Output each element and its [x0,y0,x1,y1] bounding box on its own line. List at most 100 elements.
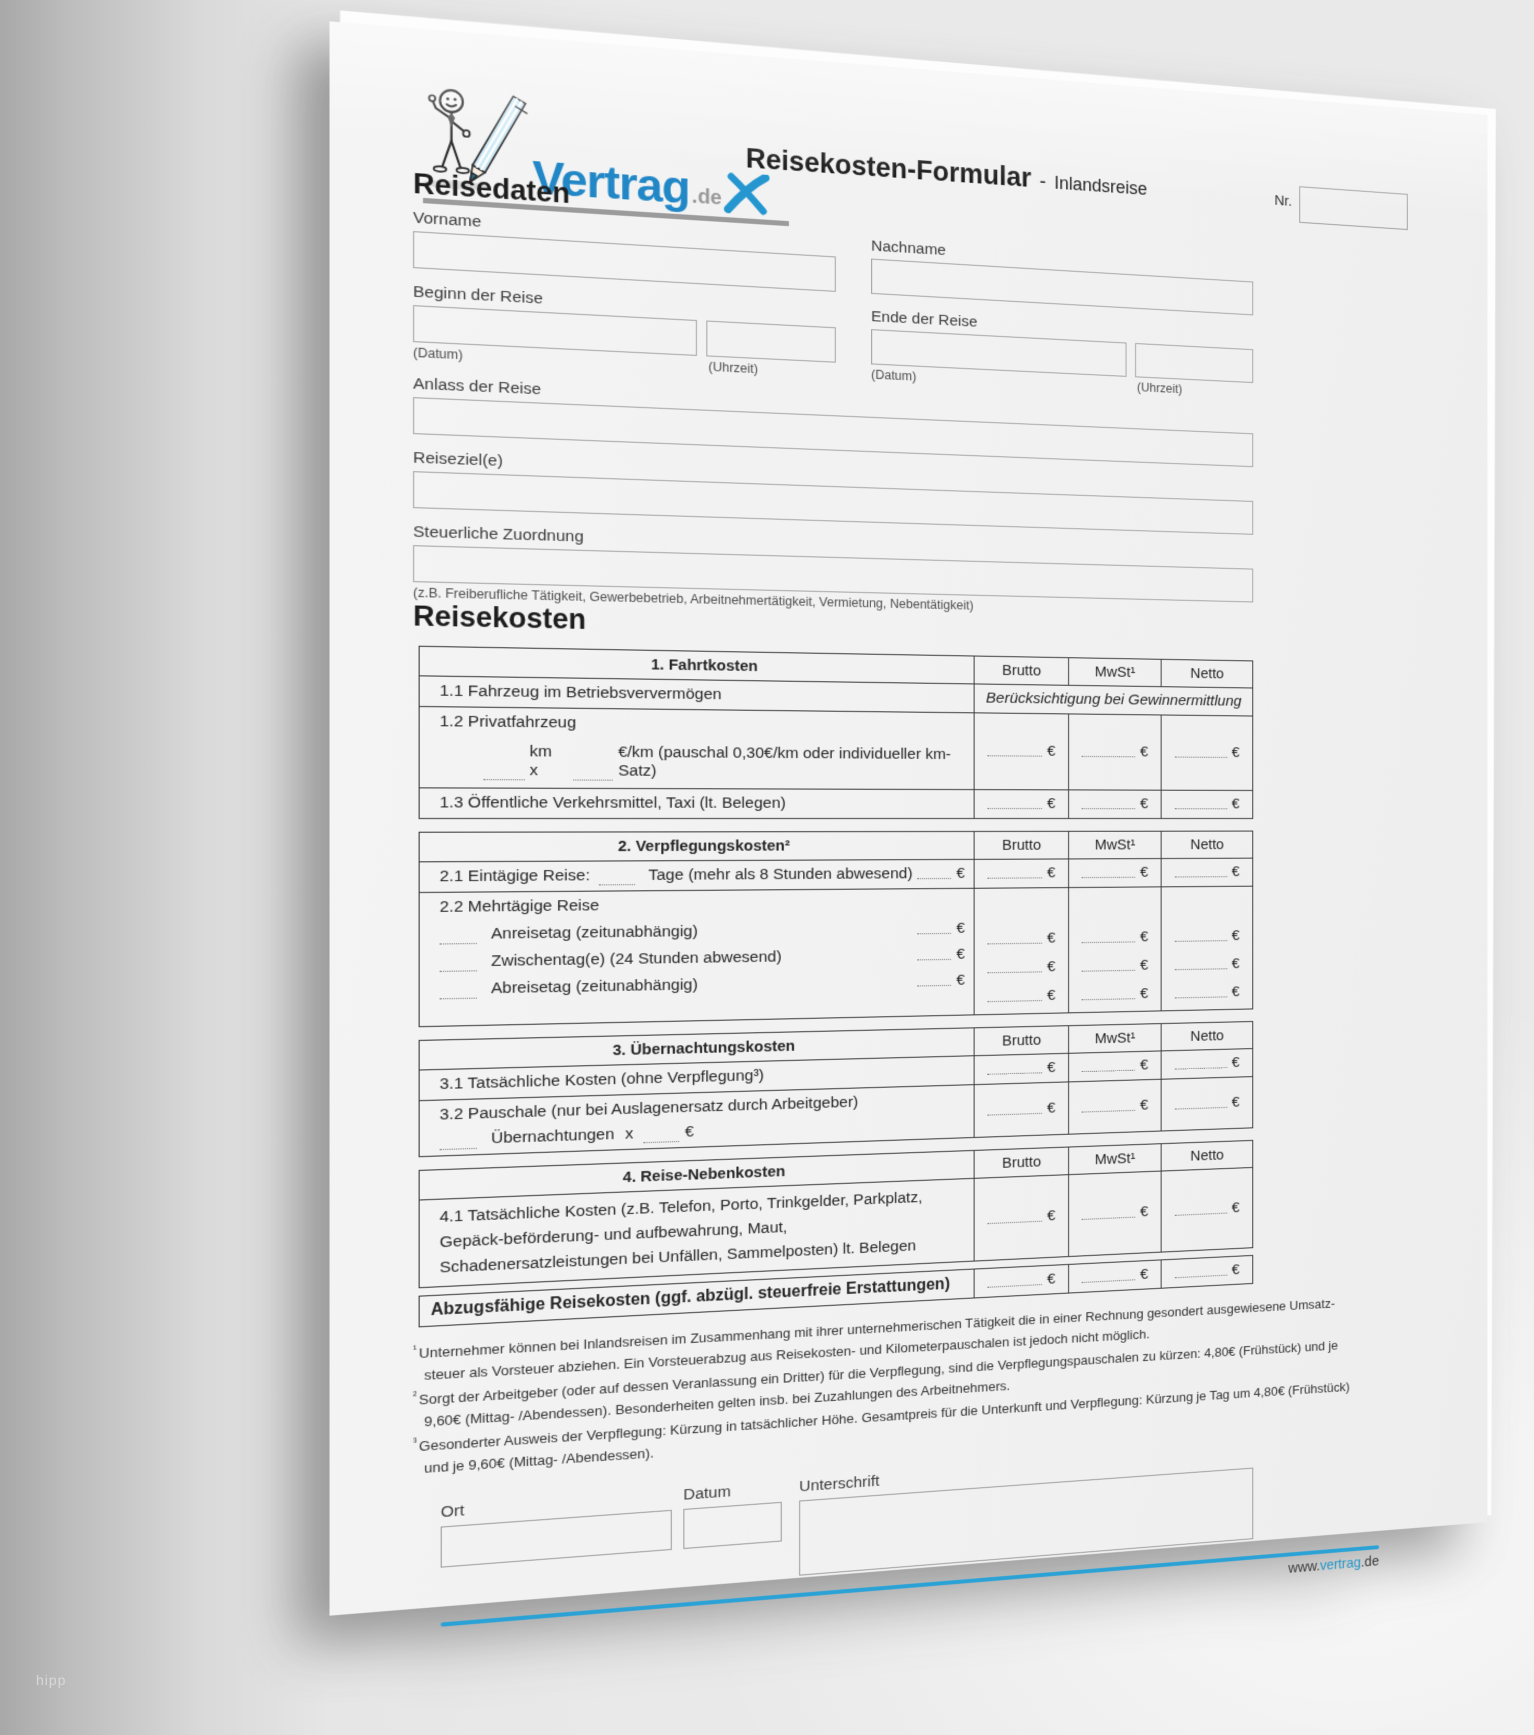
rate-input[interactable] [918,972,952,987]
total-mwst-cell: € [1069,1260,1162,1293]
euro-label: € [1047,1059,1055,1076]
km-input[interactable] [483,765,524,780]
nights-input[interactable] [440,1134,477,1150]
amount-input[interactable] [1082,985,1136,1000]
amount-input[interactable] [988,1271,1043,1288]
amount-input[interactable] [988,987,1043,1002]
fahrtkosten-table: 1. Fahrtkosten Brutto MwSt¹ Netto 1.1 Fa… [419,646,1254,819]
amount-input[interactable] [1082,1057,1136,1072]
t2-row-2-1-label: 2.1 Eintägige Reise: Tage (mehr als 8 St… [419,859,974,892]
t4-col-brutto: Brutto [974,1147,1068,1178]
days-input[interactable] [440,984,477,999]
amount-input[interactable] [988,930,1043,945]
form-title-dash: - [1040,171,1046,193]
t2-col-mwst: MwSt¹ [1069,831,1162,859]
datum-input[interactable] [683,1502,781,1549]
amount-input[interactable] [1175,1094,1227,1109]
rate-input[interactable] [918,920,952,934]
amount-input[interactable] [1175,984,1227,999]
amount-input[interactable] [1175,1055,1227,1070]
t1-r12-brutto-cell: € [974,713,1068,790]
amount-input[interactable] [1175,956,1227,970]
days-input[interactable] [440,957,477,972]
t3-r31-brutto-cell: € [974,1053,1068,1084]
t2-r21-mwst-cell: € [1069,859,1162,888]
verpflegungskosten-table: 2. Verpflegungskosten² Brutto MwSt¹ Nett… [419,831,1254,1028]
t3-r31-netto-cell: € [1161,1049,1253,1080]
euro-label: € [1140,795,1148,812]
total-brutto-cell: € [974,1264,1068,1298]
t1-r13-mwst-cell: € [1069,790,1162,819]
t3-r32-brutto-cell: € [974,1082,1068,1138]
t2-r21-netto-cell: € [1161,858,1253,887]
amount-input[interactable] [988,959,1043,974]
euro-label: € [1232,1054,1240,1071]
t1-r13-netto-cell: € [1161,790,1253,818]
t2-col-netto: Netto [1161,831,1253,858]
t2-col-brutto: Brutto [974,831,1068,859]
form-title-subtitle: Inlandsreise [1054,173,1147,199]
uebernachtungskosten-table: 3. Übernachtungskosten Brutto MwSt¹ Nett… [419,1021,1254,1157]
euro-label: € [1140,1097,1148,1114]
t2-r22-mwst-cell: € € € [1069,887,1162,1013]
rate-input[interactable] [918,946,952,961]
km-rate-input[interactable] [573,766,613,781]
t4-r41-mwst-cell: € [1069,1171,1162,1257]
amount-input[interactable] [988,865,1043,879]
t1-col-netto: Netto [1161,659,1253,688]
t2-title: 2. Verpflegungskosten² [419,831,974,861]
amount-input[interactable] [1082,743,1136,757]
euro-label: € [1232,1261,1240,1278]
euro-label: € [1232,744,1240,761]
amount-input[interactable] [1082,929,1136,943]
amount-input[interactable] [1082,864,1136,878]
euro-label: € [1140,1203,1148,1220]
amount-input[interactable] [1175,1200,1227,1216]
beginn-uhrzeit-input[interactable] [706,320,835,362]
form-page: Vertrag .de Reisekosten-Formular - Inlan… [329,21,1487,1615]
t3-col-netto: Netto [1161,1022,1253,1051]
amount-input[interactable] [1082,1267,1136,1283]
footnotes: ¹ Unternehmer können bei Inlandsreisen im… [413,1297,1253,1481]
rate-input[interactable] [918,865,952,879]
euro-label: € [1047,1100,1055,1117]
euro-label: € [1232,1199,1240,1216]
euro-label: € [1232,1094,1240,1111]
beginn-uhrzeit-hint: (Uhrzeit) [708,360,835,380]
nr-field: Nr. [1274,184,1408,230]
tage-input[interactable] [599,871,635,886]
amount-input[interactable] [988,742,1043,756]
euro-label: € [1140,1266,1148,1283]
euro-label: € [1140,744,1148,761]
amount-input[interactable] [1082,1097,1136,1112]
amount-input[interactable] [1082,1204,1136,1220]
t4-col-netto: Netto [1161,1140,1253,1171]
amount-input[interactable] [988,1059,1043,1074]
t4-r41-netto-cell: € [1161,1167,1253,1252]
amount-input[interactable] [1175,796,1227,810]
amount-input[interactable] [1175,928,1227,942]
t1-row-1-3-label: 1.3 Öffentliche Verkehrsmittel, Taxi (lt… [419,788,974,819]
amount-input[interactable] [988,1100,1043,1116]
euro-label: € [1140,1057,1148,1074]
t3-r32-mwst-cell: € [1069,1079,1162,1134]
days-input[interactable] [440,929,477,944]
amount-input[interactable] [1082,795,1136,809]
paper-shadow-wrapper: Vertrag .de Reisekosten-Formular - Inlan… [0,0,1534,1735]
rate-input[interactable] [644,1128,680,1144]
t1-r12-mwst-cell: € [1069,714,1162,790]
amount-input[interactable] [1175,1262,1227,1278]
amount-input[interactable] [988,1208,1043,1224]
t3-col-brutto: Brutto [974,1026,1068,1056]
nr-input[interactable] [1299,186,1408,230]
amount-input[interactable] [988,795,1043,809]
amount-input[interactable] [1175,864,1227,878]
t3-r32-netto-cell: € [1161,1077,1253,1131]
amount-input[interactable] [1175,744,1227,758]
t4-col-mwst: MwSt¹ [1069,1144,1162,1175]
ende-uhrzeit-input[interactable] [1135,343,1253,383]
amount-input[interactable] [1082,957,1136,972]
euro-label: € [1232,864,1240,881]
t1-col-mwst: MwSt¹ [1069,658,1162,687]
euro-label: € [1140,864,1148,881]
